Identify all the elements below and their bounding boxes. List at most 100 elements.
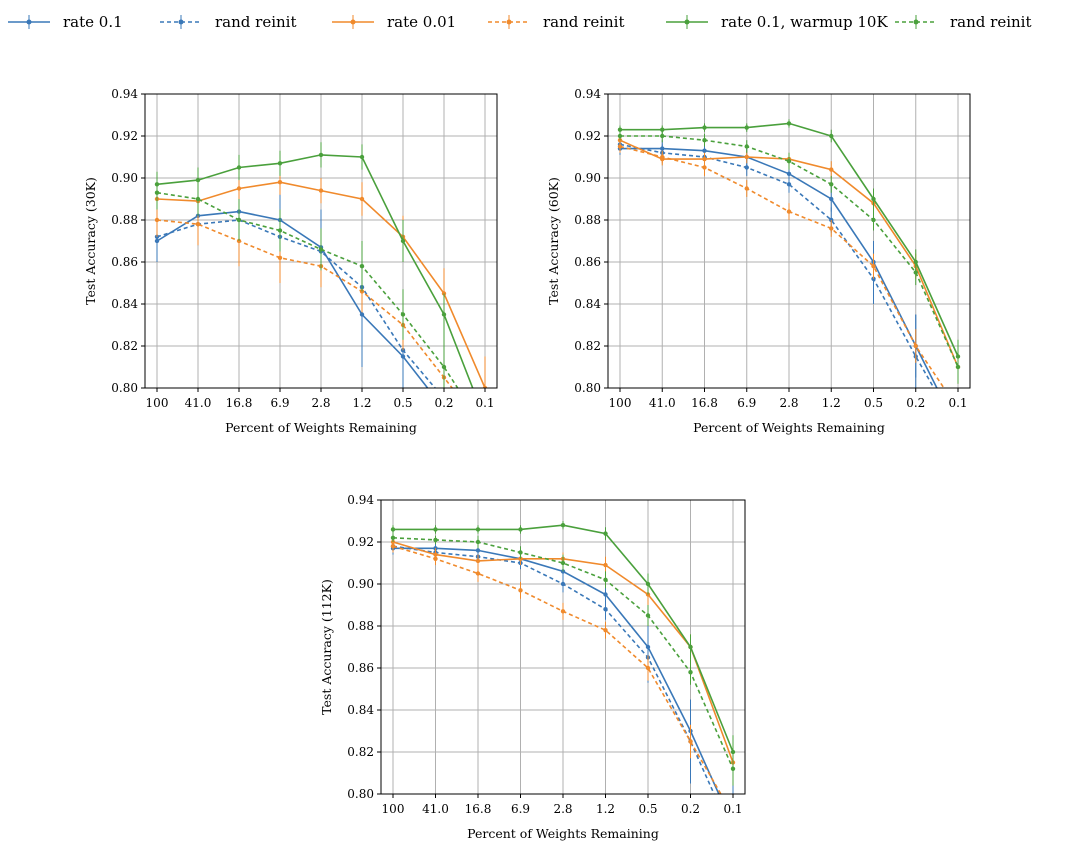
data-point	[433, 537, 438, 543]
data-point	[483, 428, 487, 432]
x-axis-title: Percent of Weights Remaining	[467, 826, 659, 841]
data-point	[744, 154, 749, 160]
data-point	[744, 125, 749, 130]
data-point	[318, 152, 324, 158]
data-point	[913, 270, 918, 275]
x-tick-label: 0.5	[638, 802, 657, 816]
data-point	[518, 527, 523, 532]
x-tick-label: 2.8	[311, 396, 330, 410]
legend-item: rate 0.01	[332, 13, 456, 31]
y-tick-label: 0.94	[111, 87, 138, 101]
data-point	[359, 154, 365, 160]
data-point	[955, 364, 961, 370]
legend: rate 0.1 rand reinit rate 0.01 rand reinit r…	[8, 13, 1031, 31]
y-tick-label: 0.80	[347, 787, 374, 801]
data-point	[318, 188, 324, 193]
data-point	[744, 165, 749, 170]
y-tick-label: 0.86	[111, 255, 138, 269]
data-point	[433, 527, 438, 532]
data-point	[483, 417, 487, 421]
data-point	[390, 535, 396, 540]
x-tick-label: 2.8	[779, 396, 798, 410]
data-point	[829, 167, 834, 172]
x-tick-label: 6.9	[511, 802, 530, 816]
x-tick-label: 0.5	[864, 396, 883, 410]
x-tick-label: 0.2	[906, 396, 925, 410]
data-point	[603, 607, 608, 612]
x-tick-label: 0.1	[948, 396, 967, 410]
plot-frame	[607, 93, 971, 389]
y-tick-label: 0.80	[111, 381, 138, 395]
plot-frame	[144, 93, 498, 389]
data-point	[195, 196, 201, 202]
plot-frame	[380, 499, 746, 795]
legend-item: rand reinit	[895, 13, 1031, 31]
legend-label: rand reinit	[215, 13, 296, 31]
data-point	[660, 154, 665, 160]
data-point	[433, 556, 438, 561]
data-point	[645, 613, 651, 618]
data-point	[744, 186, 749, 191]
chart-panel-30k: 0.80 0.82 0.84 0.86 0.88 0.90 0.92 0.94 100 41.0 1…	[83, 87, 498, 435]
data-point	[660, 133, 665, 139]
y-tick-label: 0.88	[347, 619, 374, 633]
legend-label: rate 0.1	[63, 13, 123, 31]
legend-item: rand reinit	[160, 13, 296, 31]
data-point	[236, 217, 242, 223]
data-point	[154, 190, 160, 195]
x-tick-label: 100	[146, 396, 169, 410]
chart-panel-60k: 0.80 0.82 0.84 0.86 0.88 0.90 0.92 0.94 100 41.0 1…	[546, 87, 971, 435]
data-point	[560, 523, 566, 528]
data-point	[154, 217, 160, 223]
data-point	[786, 171, 792, 176]
y-tick-label: 0.82	[111, 339, 138, 353]
y-tick-label: 0.88	[574, 213, 601, 227]
y-tick-label: 0.88	[111, 213, 138, 227]
data-point	[829, 133, 834, 139]
legend-label: rate 0.01	[387, 13, 456, 31]
data-point	[730, 766, 736, 771]
data-point	[475, 539, 481, 545]
data-point	[688, 670, 693, 675]
y-tick-label: 0.84	[347, 703, 374, 717]
data-point	[645, 665, 651, 671]
data-point	[645, 581, 651, 587]
data-point	[277, 180, 283, 185]
data-point	[475, 571, 481, 576]
data-point	[702, 138, 707, 143]
data-point	[603, 628, 608, 633]
data-point	[318, 247, 324, 252]
data-point	[871, 264, 876, 269]
chart-panel-112k: 0.80 0.82 0.84 0.86 0.88 0.90 0.92 0.94 100 41.0 1…	[319, 493, 746, 841]
data-point	[688, 644, 693, 650]
data-point	[390, 527, 396, 532]
data-point	[871, 217, 876, 223]
data-point	[829, 226, 834, 231]
x-tick-label: 0.2	[681, 802, 700, 816]
data-point	[475, 558, 481, 564]
x-tick-label: 1.2	[596, 802, 615, 816]
data-point	[390, 544, 396, 549]
data-point	[829, 182, 834, 187]
data-point	[195, 177, 201, 183]
legend-item: rate 0.1	[8, 13, 123, 31]
y-tick-label: 0.82	[347, 745, 374, 759]
data-point	[236, 186, 242, 191]
data-point	[236, 165, 242, 170]
data-point	[475, 527, 481, 532]
data-point	[603, 577, 608, 582]
data-point	[441, 364, 447, 370]
x-axis-title: Percent of Weights Remaining	[225, 420, 417, 435]
y-tick-label: 0.86	[347, 661, 374, 675]
data-point	[786, 121, 792, 126]
x-tick-label: 41.0	[649, 396, 676, 410]
x-tick-label: 16.8	[226, 396, 253, 410]
x-tick-label: 0.1	[475, 396, 494, 410]
data-point	[359, 312, 365, 317]
y-tick-label: 0.82	[574, 339, 601, 353]
series-group	[617, 119, 961, 388]
series-line	[620, 135, 959, 368]
data-point	[195, 222, 201, 227]
data-point	[731, 834, 735, 838]
data-point	[603, 592, 608, 597]
